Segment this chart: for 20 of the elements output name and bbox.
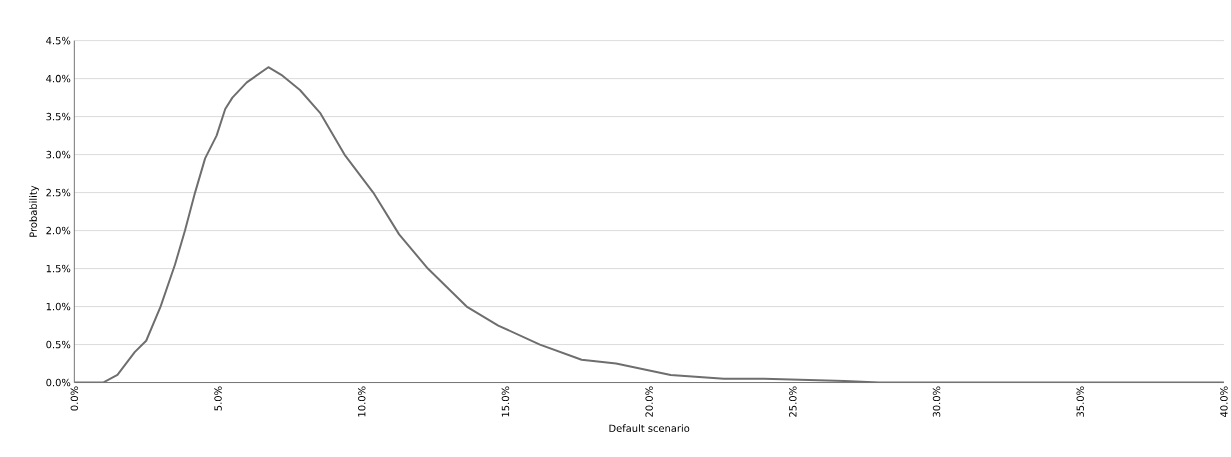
x-tick-label: 40.0% [1220, 386, 1228, 418]
y-tick-label: 0.5% [46, 340, 71, 349]
y-tick-label: 4.0% [46, 74, 71, 83]
y-tick-label: 2.0% [46, 226, 71, 235]
y-axis-title: Probability [29, 185, 39, 237]
x-tick-label: 20.0% [645, 386, 653, 417]
x-tick-label: 5.0% [214, 386, 222, 411]
y-tick-label: 3.0% [46, 150, 71, 159]
x-tick-label: 15.0% [501, 386, 510, 417]
x-tick-label: 25.0% [789, 386, 797, 417]
y-tick-label: 1.0% [46, 302, 71, 311]
x-tick-label: 30.0% [932, 386, 941, 417]
y-tick-label: 4.5% [46, 36, 71, 45]
x-tick-label: 10.0% [357, 386, 366, 417]
y-tick-label: 3.5% [46, 112, 71, 121]
y-tick-label: 1.5% [46, 264, 71, 273]
x-tick-label: 35.0% [1076, 386, 1084, 417]
y-tick-label: 2.5% [46, 188, 71, 197]
x-axis-title: Default scenario [609, 424, 690, 433]
y-tick-label: 0.0% [46, 378, 71, 387]
